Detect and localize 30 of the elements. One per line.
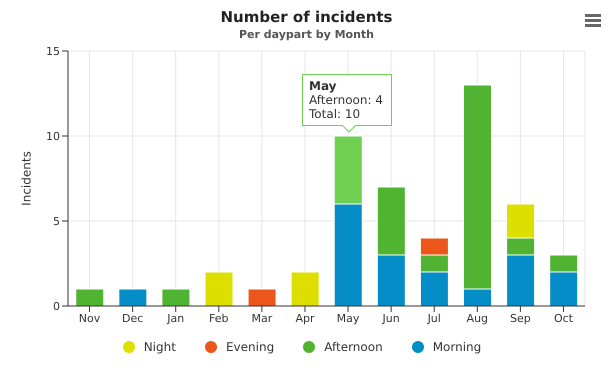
bar [248,288,277,306]
legend-label: Afternoon [323,340,383,354]
y-tick-label: 5 [53,214,60,228]
x-tick-label: Jan [166,312,184,325]
legend-label: Evening [224,340,274,354]
bar [290,272,320,306]
bar [75,288,104,306]
x-tick-label: Aug [466,312,488,325]
x-tick-label: Jul [426,312,441,325]
bar [118,288,148,306]
bar [161,288,190,306]
x-tick-label: Mar [251,312,273,325]
x-tick-label: Jun [382,312,400,325]
y-axis-title: Incidents [19,151,34,206]
x-tick-label: Dec [122,312,144,325]
chart-subtitle: Per daypart by Month [238,28,375,41]
x-tick-label: Oct [554,312,574,325]
legend-label: Morning [432,340,482,354]
annotation: May Afternoon: 4 Total: 10 [302,74,392,126]
y-tick-label: 15 [46,44,60,58]
x-tick-label: Apr [295,312,315,325]
legend-label: Night [142,340,176,354]
x-tick-label: May [336,312,360,325]
x-tick-label: Sep [510,312,531,325]
chart-title: Number of incidents [220,8,394,26]
y-tick-label: 10 [46,130,60,143]
x-tick-label: Feb [209,312,229,325]
x-tick-label: Nov [78,312,101,325]
bar [204,272,234,306]
y-tick-label: 0 [53,300,60,313]
